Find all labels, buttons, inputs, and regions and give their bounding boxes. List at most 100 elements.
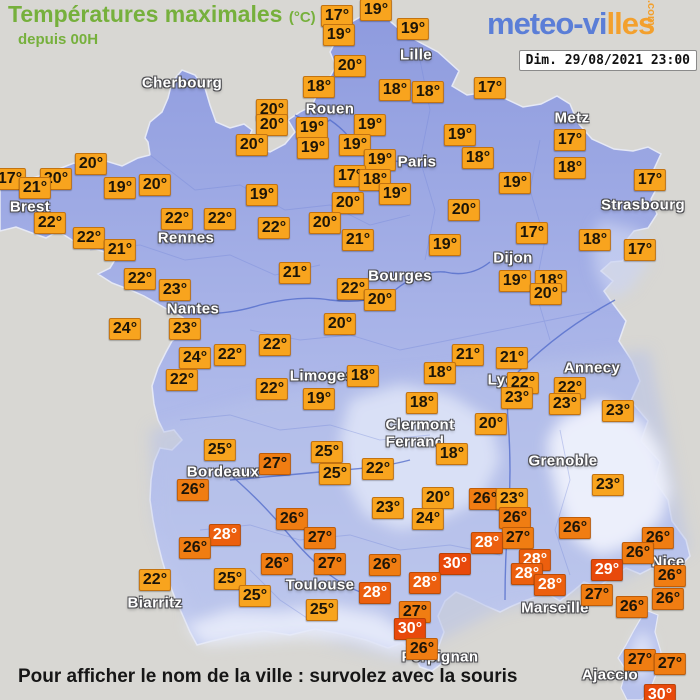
temp-badge[interactable]: 27° bbox=[653, 653, 687, 675]
temp-badge[interactable]: 21° bbox=[451, 344, 485, 366]
temp-badge[interactable]: 17° bbox=[623, 239, 657, 261]
temp-badge[interactable]: 20° bbox=[331, 192, 365, 214]
temp-badge[interactable]: 23° bbox=[601, 400, 635, 422]
temp-badge[interactable]: 22° bbox=[203, 208, 237, 230]
temp-badge[interactable]: 22° bbox=[160, 208, 194, 230]
temp-badge[interactable]: 19° bbox=[353, 114, 387, 136]
temp-badge[interactable]: 26° bbox=[178, 537, 212, 559]
temp-badge[interactable]: 20° bbox=[333, 55, 367, 77]
temp-badge[interactable]: 22° bbox=[258, 334, 292, 356]
temp-badge[interactable]: 18° bbox=[405, 392, 439, 414]
temp-badge[interactable]: 19° bbox=[378, 183, 412, 205]
temp-badge[interactable]: 18° bbox=[346, 365, 380, 387]
temp-badge[interactable]: 23° bbox=[548, 393, 582, 415]
temp-badge[interactable]: 20° bbox=[421, 487, 455, 509]
temp-badge[interactable]: 21° bbox=[341, 229, 375, 251]
temp-badge[interactable]: 21° bbox=[103, 239, 137, 261]
temp-badge[interactable]: 20° bbox=[74, 153, 108, 175]
temp-badge[interactable]: 19° bbox=[103, 177, 137, 199]
temp-badge[interactable]: 19° bbox=[245, 184, 279, 206]
temp-badge[interactable]: 20° bbox=[474, 413, 508, 435]
temp-badge[interactable]: 19° bbox=[296, 137, 330, 159]
temp-badge[interactable]: 18° bbox=[553, 157, 587, 179]
temp-badge[interactable]: 26° bbox=[260, 553, 294, 575]
temp-badge[interactable]: 26° bbox=[615, 596, 649, 618]
temp-badge[interactable]: 24° bbox=[108, 318, 142, 340]
temp-badge[interactable]: 26° bbox=[405, 638, 439, 660]
temp-badge[interactable]: 18° bbox=[378, 79, 412, 101]
temp-badge[interactable]: 24° bbox=[178, 347, 212, 369]
temp-badge[interactable]: 22° bbox=[255, 378, 289, 400]
temp-badge[interactable]: 26° bbox=[653, 565, 687, 587]
temp-badge[interactable]: 18° bbox=[411, 81, 445, 103]
temp-badge[interactable]: 28° bbox=[408, 572, 442, 594]
temp-badge[interactable]: 22° bbox=[33, 212, 67, 234]
temp-badge[interactable]: 17° bbox=[553, 129, 587, 151]
temp-badge[interactable]: 21° bbox=[495, 347, 529, 369]
temp-badge[interactable]: 18° bbox=[423, 362, 457, 384]
temp-badge[interactable]: 27° bbox=[398, 601, 432, 623]
temp-badge[interactable]: 19° bbox=[338, 134, 372, 156]
temp-badge[interactable]: 26° bbox=[468, 488, 502, 510]
temp-badge[interactable]: 23° bbox=[495, 488, 529, 510]
meteo-villes-logo[interactable]: meteo-villes.com bbox=[487, 0, 683, 42]
temp-badge[interactable]: 28° bbox=[533, 574, 567, 596]
temp-badge[interactable]: 18° bbox=[578, 229, 612, 251]
temp-badge[interactable]: 19° bbox=[363, 149, 397, 171]
temp-badge[interactable]: 20° bbox=[235, 134, 269, 156]
temp-badge[interactable]: 22° bbox=[72, 227, 106, 249]
temp-badge[interactable]: 26° bbox=[498, 507, 532, 529]
temp-badge[interactable]: 19° bbox=[498, 270, 532, 292]
temp-badge[interactable]: 19° bbox=[396, 18, 430, 40]
temp-badge[interactable]: 30° bbox=[438, 553, 472, 575]
temp-badge[interactable]: 27° bbox=[501, 527, 535, 549]
temp-badge[interactable]: 17° bbox=[333, 165, 367, 187]
temp-badge[interactable]: 20° bbox=[529, 283, 563, 305]
temp-badge[interactable]: 25° bbox=[305, 599, 339, 621]
temp-badge[interactable]: 19° bbox=[443, 124, 477, 146]
temp-badge[interactable]: 25° bbox=[213, 568, 247, 590]
temp-badge[interactable]: 19° bbox=[359, 0, 393, 21]
temp-badge[interactable]: 19° bbox=[322, 24, 356, 46]
temp-badge[interactable]: 17° bbox=[515, 222, 549, 244]
temp-badge[interactable]: 25° bbox=[203, 439, 237, 461]
temp-badge[interactable]: 20° bbox=[323, 313, 357, 335]
temp-badge[interactable]: 27° bbox=[580, 584, 614, 606]
temp-badge[interactable]: 22° bbox=[138, 569, 172, 591]
temp-badge[interactable]: 21° bbox=[18, 177, 52, 199]
temp-badge[interactable]: 28° bbox=[208, 524, 242, 546]
temp-badge[interactable]: 17° bbox=[473, 77, 507, 99]
temp-badge[interactable]: 26° bbox=[558, 517, 592, 539]
temp-badge[interactable]: 21° bbox=[278, 262, 312, 284]
temp-badge[interactable]: 20° bbox=[308, 212, 342, 234]
temp-badge[interactable]: 26° bbox=[275, 508, 309, 530]
temp-badge[interactable]: 27° bbox=[303, 527, 337, 549]
temp-badge[interactable]: 19° bbox=[302, 388, 336, 410]
temp-badge[interactable]: 20° bbox=[138, 174, 172, 196]
temp-badge[interactable]: 18° bbox=[461, 147, 495, 169]
temp-badge[interactable]: 20° bbox=[255, 114, 289, 136]
temp-badge[interactable]: 22° bbox=[213, 344, 247, 366]
temp-badge[interactable]: 29° bbox=[590, 559, 624, 581]
temp-badge[interactable]: 30° bbox=[643, 684, 677, 700]
temp-badge[interactable]: 20° bbox=[447, 199, 481, 221]
temp-badge[interactable]: 26° bbox=[651, 588, 685, 610]
temp-badge[interactable]: 25° bbox=[310, 441, 344, 463]
temp-badge[interactable]: 22° bbox=[165, 369, 199, 391]
temp-badge[interactable]: 18° bbox=[302, 76, 336, 98]
temp-badge[interactable]: 27° bbox=[313, 553, 347, 575]
temp-badge[interactable]: 26° bbox=[641, 527, 675, 549]
temp-badge[interactable]: 24° bbox=[411, 508, 445, 530]
temp-badge[interactable]: 30° bbox=[393, 618, 427, 640]
temp-badge[interactable]: 28° bbox=[358, 582, 392, 604]
temp-badge[interactable]: 23° bbox=[371, 497, 405, 519]
temp-badge[interactable]: 19° bbox=[498, 172, 532, 194]
temp-badge[interactable]: 27° bbox=[623, 649, 657, 671]
temp-badge[interactable]: 18° bbox=[358, 169, 392, 191]
temp-badge[interactable]: 22° bbox=[123, 268, 157, 290]
temp-badge[interactable]: 20° bbox=[363, 289, 397, 311]
temp-badge[interactable]: 17° bbox=[633, 169, 667, 191]
temp-badge[interactable]: 27° bbox=[258, 453, 292, 475]
temp-badge[interactable]: 19° bbox=[428, 234, 462, 256]
temp-badge[interactable]: 28° bbox=[470, 532, 504, 554]
